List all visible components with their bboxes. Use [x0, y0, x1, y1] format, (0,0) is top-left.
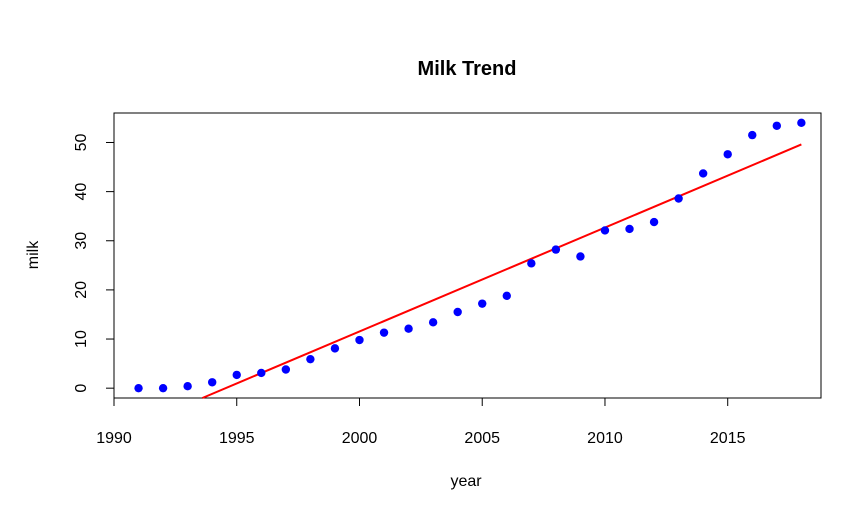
- data-point: [625, 224, 634, 234]
- trend-line: [201, 143, 802, 399]
- data-point: [306, 354, 315, 364]
- x-tick-label: 2000: [342, 430, 378, 447]
- data-point: [600, 226, 610, 235]
- x-tick-label: 1990: [96, 430, 132, 447]
- data-point: [232, 370, 241, 380]
- data-point: [551, 245, 561, 254]
- data-point: [797, 118, 806, 128]
- y-tick-label: 0: [73, 384, 90, 393]
- data-point: [404, 324, 413, 333]
- plot-area-border: [113, 112, 822, 399]
- data-point: [478, 299, 487, 308]
- data-points: [134, 118, 806, 393]
- trend-line-group: [201, 143, 802, 399]
- data-point: [134, 383, 143, 393]
- chart-title: Milk Trend: [418, 58, 517, 80]
- data-point: [281, 365, 291, 374]
- data-point: [502, 291, 511, 300]
- data-point: [698, 169, 708, 178]
- data-point: [428, 318, 438, 327]
- data-point: [527, 259, 536, 268]
- x-tick-label: 2010: [587, 430, 623, 447]
- x-axis: 1990 1995 2000 2005 2010 2015: [96, 397, 746, 447]
- data-point: [330, 344, 340, 353]
- y-tick-label: 10: [73, 330, 90, 348]
- x-axis-label: year: [450, 473, 482, 490]
- data-point: [207, 378, 217, 387]
- data-point: [772, 121, 782, 130]
- data-point: [748, 130, 757, 140]
- data-point: [723, 150, 732, 159]
- y-axis: 0 10 20 30 40 50: [73, 133, 115, 393]
- data-point: [158, 383, 168, 393]
- data-point: [257, 368, 266, 378]
- x-tick-label: 2015: [710, 430, 746, 447]
- data-point: [576, 252, 585, 261]
- y-tick-label: 30: [73, 232, 90, 250]
- data-point: [379, 328, 389, 337]
- data-point: [649, 217, 659, 227]
- data-point: [355, 335, 364, 345]
- y-tick-label: 20: [73, 281, 90, 299]
- x-tick-label: 2005: [464, 430, 500, 447]
- x-tick-label: 1995: [219, 430, 255, 447]
- data-point: [183, 382, 192, 391]
- y-axis-label: milk: [25, 240, 42, 269]
- y-tick-label: 40: [73, 183, 90, 201]
- data-point: [674, 194, 683, 203]
- y-tick-label: 50: [73, 133, 90, 151]
- data-point: [453, 307, 462, 317]
